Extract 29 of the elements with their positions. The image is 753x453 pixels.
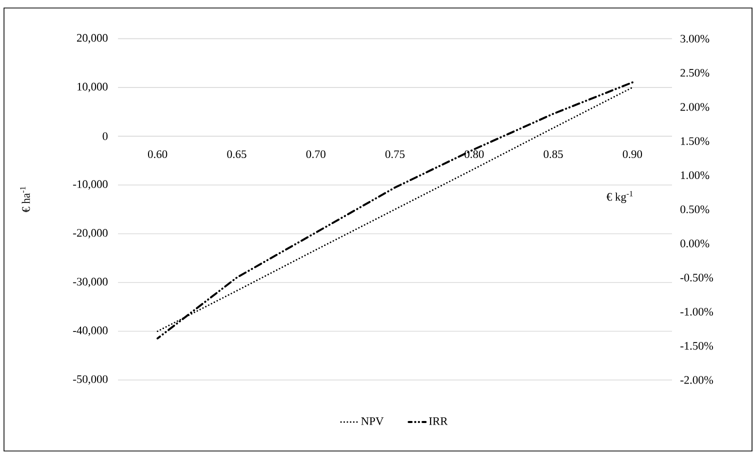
y2-tick-label: 3.00% <box>680 34 710 43</box>
y2-tick-label: 1.00% <box>681 171 710 180</box>
y-tick-label: -50,000 <box>73 375 108 385</box>
y2-tick-label: 2.50% <box>680 68 710 77</box>
x-tick-label: 0.75 <box>385 150 405 158</box>
y-tick-label: 20,000 <box>76 34 108 44</box>
y-tick-label: -40,000 <box>73 326 108 336</box>
y2-tick-label: 1.50% <box>681 137 710 145</box>
y2-tick-label: -2.00% <box>680 376 714 384</box>
x-axis-title: € kg$^{-1}$ <box>606 190 633 204</box>
y2-tick-label: 0.00% <box>680 240 710 248</box>
y2-tick-label: 0.50% <box>680 205 710 214</box>
x-tick-label: 0.60 <box>148 150 168 158</box>
y-tick-label: 10,000 <box>77 82 108 92</box>
legend-label: NPV <box>361 417 384 426</box>
y-tick-label: -10,000 <box>73 180 108 190</box>
x-tick-label: 0.85 <box>544 150 563 158</box>
y2-tick-label: -0.50% <box>680 274 714 282</box>
x-tick-label: 0.65 <box>227 150 246 158</box>
y-tick-label: -30,000 <box>73 278 108 288</box>
y-tick-label: 0 <box>102 132 108 140</box>
legend-label: IRR <box>429 417 448 425</box>
x-tick-label: 0.90 <box>622 150 642 158</box>
x-tick-label: 0.70 <box>306 150 326 158</box>
y2-tick-label: -1.50% <box>680 342 714 350</box>
y2-tick-label: 2.00% <box>680 103 710 111</box>
y2-tick-label: -1.00% <box>680 308 714 316</box>
y-axis-title: € ha$^{-1}$ <box>20 186 30 212</box>
y-tick-label: -20,000 <box>73 229 108 238</box>
